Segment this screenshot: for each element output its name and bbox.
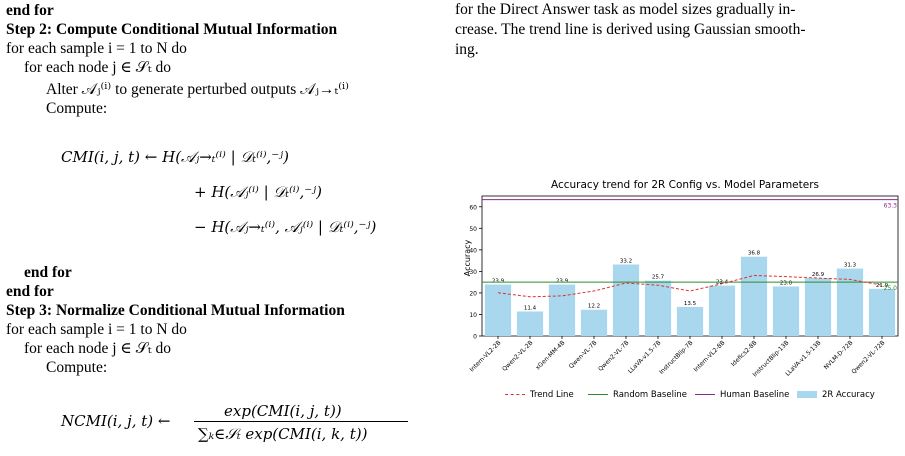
- end-for-outer: end for: [6, 283, 54, 300]
- ncmi-lhs: NCMI(i, j, t) ←: [61, 412, 171, 430]
- legend-label-trend: Trend Line: [530, 390, 574, 400]
- legend-item-human: Human Baseline: [695, 390, 789, 400]
- bar: [484, 284, 512, 336]
- for-each-node-line-2: for each node j ∈ 𝒮ₜ do: [24, 340, 171, 357]
- cmi-equation-line3: − H(𝒜ⱼ→ₜ⁽ⁱ⁾, 𝒜ⱼ⁽ⁱ⁾ | 𝒟ₜ⁽ⁱ⁾,⁻ʲ): [194, 218, 377, 236]
- ncmi-denominator: ∑ₖ∈𝒮ₜ exp(CMI(i, k, t)): [198, 425, 368, 443]
- bar: [804, 278, 832, 336]
- y-tick-label: 40: [469, 247, 477, 254]
- end-for-inner: end for: [24, 264, 72, 281]
- accuracy-chart: Accuracy trend for 2R Config vs. Model P…: [463, 179, 899, 378]
- alter-line: Alter 𝒜ⱼ⁽ⁱ⁾ to generate perturbed output…: [46, 81, 349, 98]
- legend-swatch-random: [588, 394, 608, 395]
- x-tick-label: Idefics2-8B: [730, 339, 759, 368]
- plot-area: 0 10 20 30 40 50 60 23.9 11.4 23.9 12.2 33.2 25.7 13.…: [468, 195, 899, 378]
- cmi-equation-line2: + H(𝒜ⱼ⁽ⁱ⁾ | 𝒟ₜ⁽ⁱ⁾,⁻ʲ): [194, 183, 322, 201]
- legend-item-random: Random Baseline: [588, 390, 687, 400]
- paragraph-line: for the Direct Answer task as model size…: [455, 1, 796, 18]
- bar-value-label: 21.9: [876, 283, 889, 289]
- paragraph-line: crease. The trend line is derived using …: [455, 21, 806, 38]
- y-tick-label: 30: [469, 269, 477, 276]
- bar-value-label: 23.9: [492, 279, 505, 285]
- bar-value-label: 33.2: [620, 258, 632, 264]
- bar: [548, 284, 576, 336]
- chart-title: Accuracy trend for 2R Config vs. Model P…: [551, 179, 819, 191]
- x-tick-label: InstructBlip-7B: [658, 339, 694, 375]
- bar-value-label: 36.8: [748, 251, 761, 257]
- bar: [676, 306, 704, 336]
- x-tick-label: Qwen2-VL-72B: [850, 339, 886, 375]
- legend-item-bars: 2R Accuracy: [797, 390, 875, 400]
- legend-label-bars: 2R Accuracy: [822, 390, 875, 400]
- step2-title: Step 2: Compute Conditional Mutual Infor…: [6, 21, 338, 38]
- x-tick-label: Qwen2-VL-7B: [597, 339, 630, 372]
- bar: [612, 264, 640, 336]
- y-tick-label: 10: [469, 312, 477, 319]
- ncmi-numerator: exp(CMI(i, j, t)): [224, 402, 342, 420]
- bar-value-label: 23.0: [780, 280, 793, 286]
- bar-value-label: 31.3: [844, 263, 857, 269]
- bar: [644, 280, 672, 336]
- bar: [516, 311, 544, 336]
- bar: [708, 285, 736, 336]
- y-tick-label: 0: [473, 334, 477, 341]
- x-tick-label: Intern-VL2-8B: [692, 339, 726, 373]
- y-tick-label: 60: [469, 204, 477, 211]
- body-paragraph: for the Direct Answer task as model size…: [455, 0, 895, 60]
- compute-label: Compute:: [46, 100, 108, 117]
- legend-label-human: Human Baseline: [720, 390, 790, 400]
- for-each-node-line: for each node j ∈ 𝒮ₜ do: [24, 59, 171, 76]
- step3-title: Step 3: Normalize Conditional Mutual Inf…: [6, 302, 345, 319]
- x-tick-label: LLaVA-v1.5-13B: [784, 339, 822, 377]
- paragraph-line: ing.: [455, 41, 479, 58]
- y-tick-label: 20: [469, 290, 477, 297]
- reference-line-label: 63.3: [884, 203, 898, 210]
- bar: [740, 256, 768, 336]
- x-tick-label: LLaVA-v1.5-7B: [627, 339, 663, 375]
- end-for: end for: [6, 2, 54, 19]
- legend-swatch-trend: [505, 394, 525, 395]
- x-tick-label: Qwen-VL-7B: [568, 339, 599, 370]
- legend-swatch-bars: [797, 391, 817, 398]
- for-each-sample-line-2: for each sample i = 1 to N do: [6, 321, 187, 338]
- bar-value-label: 11.4: [524, 305, 537, 311]
- legend-swatch-human: [695, 394, 715, 395]
- x-tick-label: Qwen2-VL-2B: [501, 339, 534, 372]
- fraction-bar: [194, 421, 408, 422]
- legend-label-random: Random Baseline: [613, 390, 687, 400]
- bar-value-label: 26.9: [812, 272, 825, 278]
- bar: [868, 288, 896, 336]
- chart-legend: Trend Line Random Baseline Human Baselin…: [505, 387, 895, 407]
- bar: [580, 309, 608, 336]
- cmi-equation-line1: CMI(i, j, t) ← H(𝒜ⱼ→ₜ⁽ⁱ⁾ | 𝒟ₜ⁽ⁱ⁾,⁻ʲ): [61, 148, 290, 166]
- reference-line-label: 25.0: [884, 285, 898, 292]
- bar-value-label: 13.5: [684, 301, 697, 307]
- x-tick-label: NVLM-D-72B: [823, 339, 855, 371]
- y-tick-label: 50: [469, 226, 477, 233]
- y-axis-label: Accuracy: [463, 239, 472, 276]
- x-tick-label: Intern-VL2-2B: [468, 339, 502, 373]
- legend-item-trend: Trend Line: [505, 390, 574, 400]
- x-tick-label: xGen-MM-4B: [534, 339, 566, 371]
- bar: [772, 286, 800, 336]
- bar-value-label: 25.7: [652, 275, 665, 281]
- for-each-sample-line: for each sample i = 1 to N do: [6, 40, 187, 57]
- bar-value-label: 23.9: [556, 279, 569, 285]
- compute-label-2: Compute:: [46, 359, 108, 376]
- bar-value-label: 12.2: [588, 304, 600, 310]
